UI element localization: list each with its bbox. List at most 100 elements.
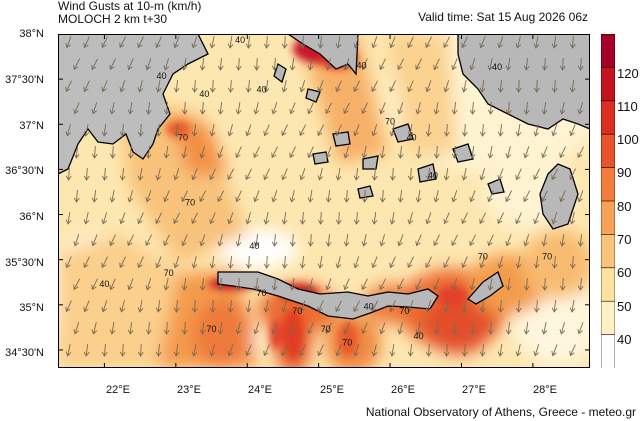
- wind-arrow: [443, 123, 450, 137]
- wind-arrow: [487, 278, 494, 291]
- wind-arrow: [559, 146, 566, 159]
- wind-arrow: [397, 58, 405, 71]
- wind-arrow: [551, 124, 558, 137]
- wind-arrow: [541, 234, 548, 247]
- wind-arrow: [551, 344, 558, 357]
- wind-arrow: [523, 190, 531, 203]
- wind-arrow: [325, 102, 333, 115]
- wind-arrow: [137, 212, 144, 225]
- y-tick-label: 38°N: [19, 28, 44, 40]
- colorbar-label: 110: [617, 99, 638, 114]
- wind-arrow: [335, 300, 342, 313]
- wind-arrow: [173, 343, 180, 357]
- wind-arrow: [307, 278, 314, 291]
- wind-arrow: [469, 321, 476, 335]
- wind-arrow: [271, 146, 279, 159]
- island-9: [452, 143, 474, 163]
- wind-arrow: [461, 36, 468, 49]
- wind-arrow: [415, 234, 422, 247]
- wind-arrow: [209, 256, 216, 269]
- wind-arrow: [371, 211, 378, 225]
- colorbar-swatch: [601, 200, 615, 236]
- wind-arrow: [433, 190, 440, 203]
- wind-arrow: [497, 256, 504, 269]
- wind-arrow: [101, 300, 108, 313]
- wind-arrow: [461, 123, 468, 137]
- wind-arrow: [173, 299, 180, 313]
- wind-arrow: [533, 124, 540, 137]
- wind-arrow: [397, 102, 404, 115]
- wind-arrow: [541, 57, 548, 71]
- wind-arrow: [83, 124, 90, 137]
- wind-arrow: [199, 277, 206, 291]
- wind-arrow: [191, 344, 198, 357]
- colorbar-swatch: [601, 267, 615, 303]
- colorbar-label: 40: [617, 332, 632, 347]
- rhodes: [539, 163, 579, 230]
- wind-arrow: [443, 212, 450, 225]
- wind-arrow: [343, 189, 350, 203]
- wind-arrow: [119, 36, 127, 49]
- wind-arrow: [253, 102, 260, 115]
- wind-arrow: [451, 190, 458, 203]
- wind-arrow: [227, 255, 234, 269]
- wind-arrow: [379, 322, 386, 335]
- wind-arrow: [109, 58, 116, 71]
- wind-arrow: [451, 101, 458, 115]
- wind-arrow: [569, 344, 576, 357]
- contour-label: 70: [257, 288, 267, 298]
- wind-arrow: [217, 101, 224, 115]
- colorbar-label: 60: [617, 265, 632, 280]
- wind-arrow: [191, 79, 198, 93]
- wind-arrow: [119, 80, 126, 93]
- colorbar-swatch: [601, 34, 615, 69]
- colorbar-label: 100: [617, 132, 639, 147]
- wind-arrow: [235, 277, 242, 291]
- wind-arrow: [425, 300, 432, 313]
- wind-arrow: [325, 322, 333, 335]
- wind-arrow: [253, 190, 260, 203]
- wind-arrow: [271, 277, 278, 291]
- wind-arrow: [173, 168, 180, 181]
- wind-arrow: [361, 322, 368, 335]
- wind-arrow: [245, 344, 252, 357]
- contour-label: 70: [385, 116, 395, 126]
- wind-arrow: [191, 168, 198, 181]
- contour-label: 40: [249, 241, 259, 251]
- wind-arrow: [83, 36, 90, 49]
- wind-arrow: [263, 300, 270, 313]
- wind-arrow: [281, 300, 288, 313]
- wind-arrow: [505, 58, 512, 71]
- wind-arrow: [83, 300, 90, 313]
- wind-arrow: [487, 101, 494, 115]
- wind-arrow: [469, 234, 476, 247]
- wind-arrow: [119, 167, 126, 181]
- wind-arrow: [479, 212, 487, 225]
- wind-arrow: [163, 145, 170, 159]
- wind-arrow: [289, 322, 296, 335]
- wind-arrow: [335, 36, 342, 49]
- island-5: [392, 123, 414, 143]
- wind-arrow: [433, 58, 440, 71]
- wind-arrow: [127, 321, 134, 335]
- wind-arrow: [515, 36, 522, 49]
- wind-arrow: [245, 212, 252, 225]
- wind-arrow: [307, 190, 314, 203]
- wind-arrow: [361, 102, 368, 115]
- wind-arrow: [83, 167, 90, 181]
- wind-arrow: [325, 189, 332, 203]
- wind-arrow: [559, 277, 566, 291]
- contour-label: 70: [399, 306, 409, 316]
- wind-arrow: [101, 167, 108, 181]
- wind-arrow: [515, 212, 522, 225]
- wind-arrow: [317, 80, 324, 93]
- wind-arrow: [541, 101, 548, 115]
- wind-arrow: [353, 36, 360, 49]
- island-3: [332, 131, 351, 147]
- wind-arrow: [65, 124, 72, 137]
- y-tick-label: 35°30'N: [5, 257, 44, 269]
- wind-arrow: [245, 168, 253, 181]
- wind-arrow: [127, 278, 134, 291]
- wind-arrow: [343, 322, 350, 335]
- wind-arrow: [181, 146, 188, 159]
